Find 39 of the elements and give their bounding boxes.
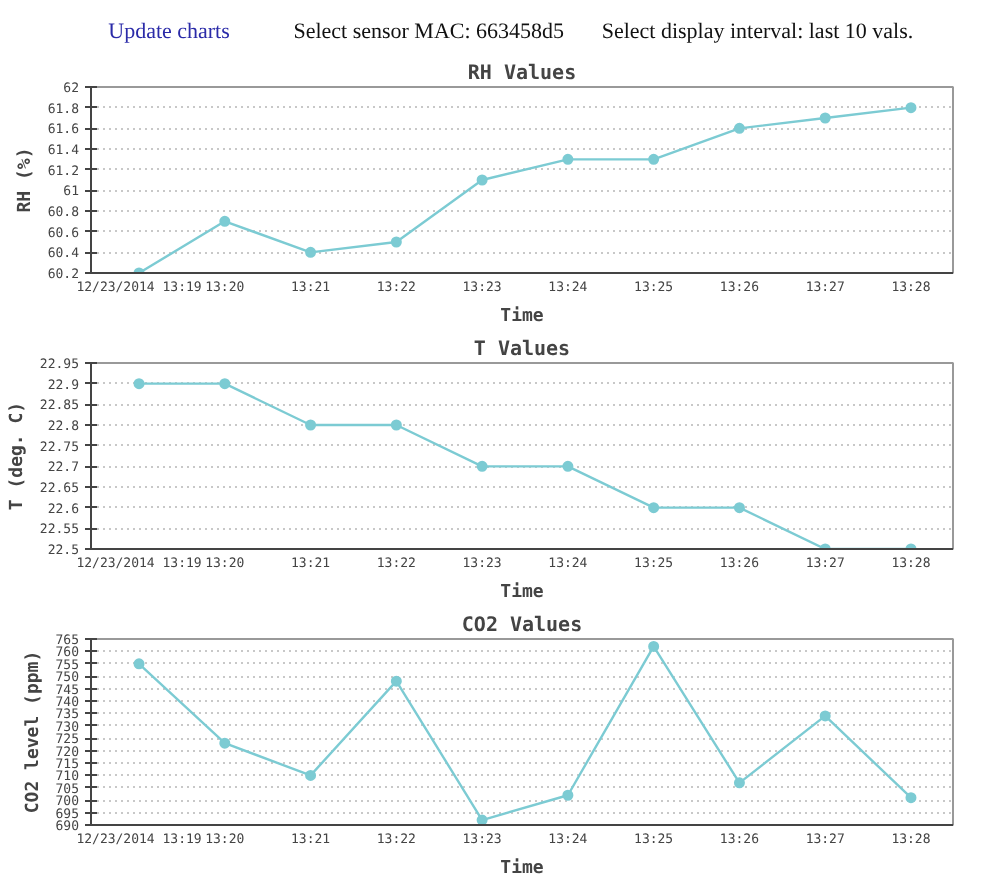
point <box>648 153 660 165</box>
point <box>305 419 317 431</box>
point <box>733 122 745 134</box>
point <box>305 769 317 781</box>
point <box>305 246 317 258</box>
point <box>219 378 231 390</box>
point <box>133 378 145 390</box>
point <box>476 814 488 825</box>
point <box>648 502 660 514</box>
text: Select sensor MAC: 663458d5 <box>293 19 566 44</box>
point <box>390 236 402 248</box>
y-axis-title: RH (%) <box>15 147 36 213</box>
point <box>219 215 231 227</box>
point <box>819 112 831 124</box>
chart-title: T Values <box>473 339 571 361</box>
point <box>819 710 831 722</box>
x-axis-title: Time <box>500 305 545 327</box>
point <box>733 777 745 789</box>
point <box>133 658 145 670</box>
y-axis-title: T (deg. C) <box>7 401 28 511</box>
text: Update charts <box>108 19 230 44</box>
point <box>562 460 574 472</box>
point <box>562 153 574 165</box>
point <box>476 460 488 472</box>
point <box>648 640 660 652</box>
point <box>390 675 402 687</box>
x-axis-title: Time <box>500 857 545 879</box>
point <box>219 737 231 749</box>
point <box>733 502 745 514</box>
point <box>390 419 402 431</box>
x-axis-title: Time <box>500 581 545 603</box>
point <box>476 174 488 186</box>
text: Select display interval: last 10 vals. <box>601 19 914 44</box>
point <box>562 789 574 801</box>
chart-title: RH Values <box>467 63 577 85</box>
point <box>905 792 917 804</box>
y-axis-title: CO2 level (ppm) <box>23 650 44 814</box>
chart-title: CO2 Values <box>461 615 583 637</box>
point <box>905 102 917 114</box>
